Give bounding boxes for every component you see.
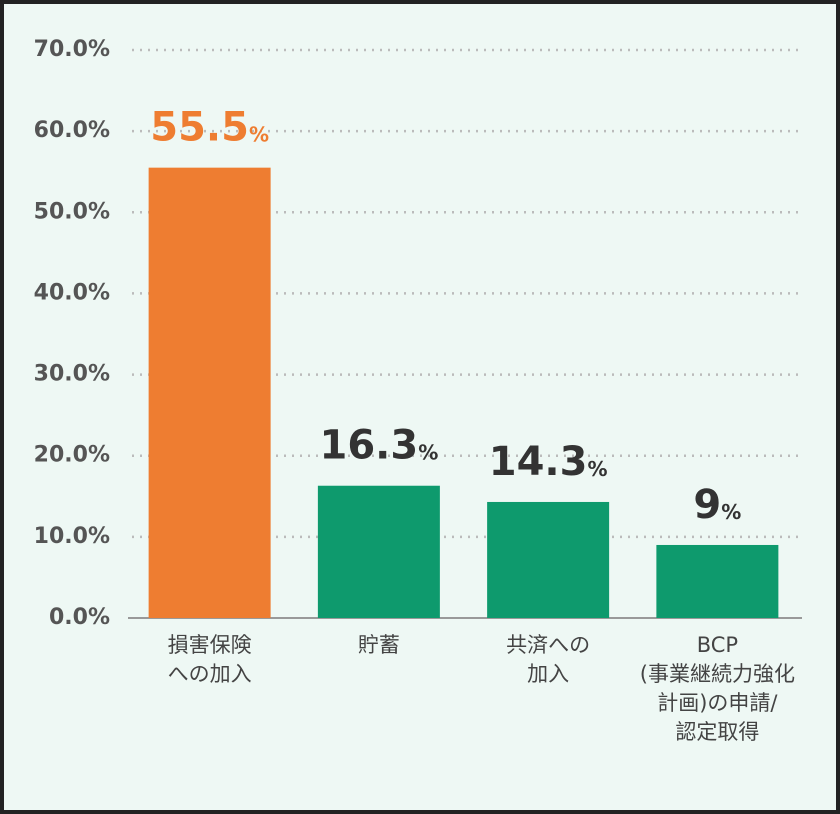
- y-tick-label: 70.0%: [34, 37, 110, 62]
- value-label: 14.3%: [489, 439, 608, 485]
- y-tick-label: 60.0%: [34, 118, 110, 143]
- x-tick-label: 貯蓄: [358, 633, 400, 657]
- bar: [656, 544, 779, 618]
- bar: [148, 167, 271, 618]
- bar: [317, 485, 440, 618]
- y-tick-label: 50.0%: [34, 199, 110, 224]
- y-tick-label: 30.0%: [34, 362, 110, 387]
- y-tick-label: 40.0%: [34, 280, 110, 305]
- x-tick-label: BCP (事業継続力強化計画)の申請/認定取得: [640, 633, 795, 744]
- bar: [487, 501, 610, 618]
- x-tick-label: 損害保険への加入: [168, 633, 252, 686]
- value-label: 55.5%: [150, 105, 269, 151]
- y-tick-label: 0.0%: [49, 605, 110, 630]
- y-tick-label: 20.0%: [34, 443, 110, 468]
- value-label: 16.3%: [320, 423, 439, 469]
- x-tick-label: 共済への加入: [506, 633, 590, 686]
- value-label: 9%: [693, 482, 741, 528]
- y-tick-label: 10.0%: [34, 524, 110, 549]
